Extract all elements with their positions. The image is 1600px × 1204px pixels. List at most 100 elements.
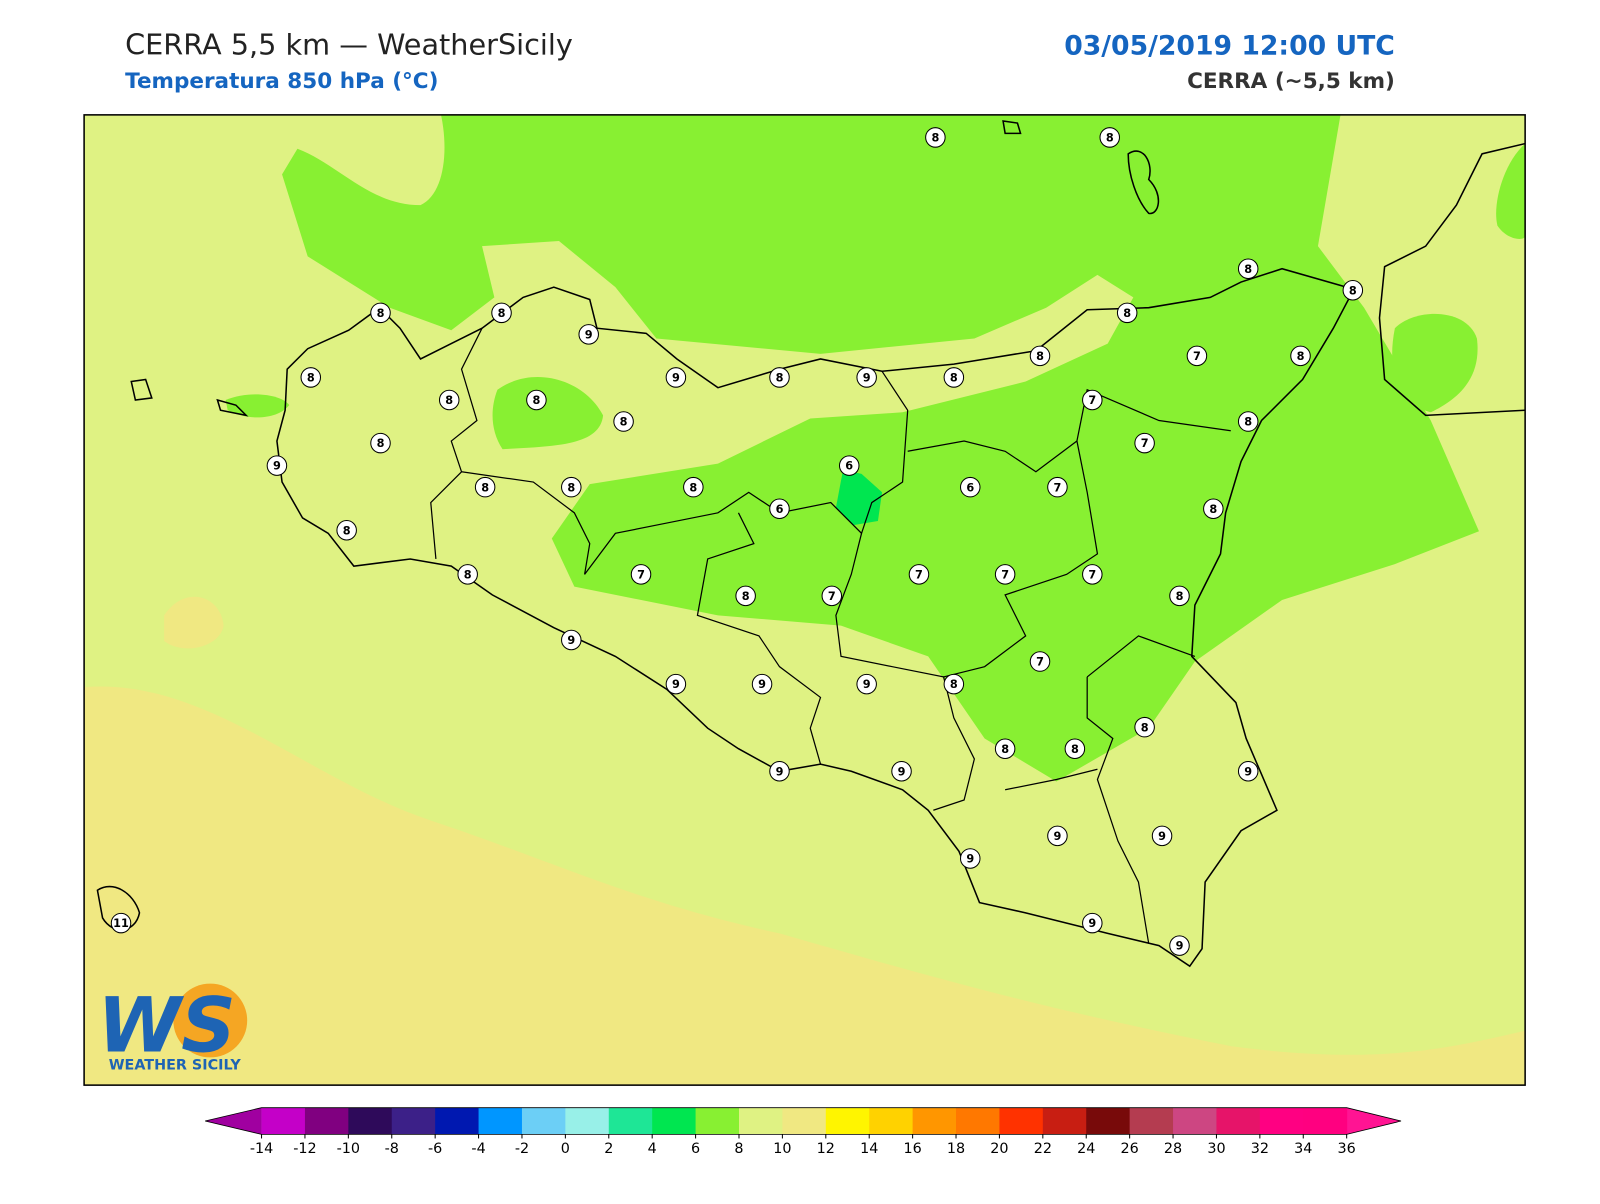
datetime: 03/05/2019 12:00 UTC [1064,30,1395,61]
colorbar-tick-label: 10 [773,1141,791,1157]
field-10-12 [84,686,1526,1086]
station-value: 9 [1176,940,1184,953]
station-marker [1082,912,1103,934]
station-marker [683,476,704,498]
station-value: 7 [637,568,645,581]
station-value: 9 [672,372,680,385]
station-marker [769,761,790,782]
station-value: 8 [1244,263,1252,276]
station-value: 8 [1036,350,1044,363]
station-marker [943,367,965,388]
colorbar-tick-label: 36 [1338,1141,1356,1157]
colorbar-tick-label: 8 [734,1141,743,1157]
logo-text: WEATHER SICILY [109,1058,242,1074]
colorbar-tick-label: 22 [1034,1141,1052,1157]
station-value: 11 [113,917,129,930]
colorbar-tick-label: 16 [903,1141,921,1157]
station-marker [1116,302,1138,324]
colorbar-bin [782,1107,827,1135]
station-marker [1099,127,1120,148]
coastline [96,120,1526,968]
title: CERRA 5,5 km — WeatherSicily [125,27,573,61]
colorbar-bin [1086,1107,1131,1135]
station-marker [994,738,1016,759]
station-value: 8 [445,394,453,407]
field-6-8 [492,377,604,450]
colorbar-tick-label: 2 [604,1141,613,1157]
colorbar-bin [391,1107,436,1135]
station-value: 8 [742,590,750,603]
station-marker [856,367,877,388]
station-value: 8 [1106,132,1114,145]
station-marker [457,564,478,585]
colorbar-tick-label: -12 [293,1141,316,1157]
station-value: 8 [307,372,315,385]
colorbar-bin [435,1107,480,1135]
station-marker [370,432,391,454]
colorbar-tick-label: 30 [1207,1141,1225,1157]
station-marker [1237,761,1259,782]
station-value: 9 [966,853,974,866]
station-value: 8 [1244,416,1252,429]
colorbar-bin [1042,1107,1087,1135]
station-marker [1082,389,1103,411]
station-marker [959,848,981,869]
station-marker [821,585,843,607]
station-marker [1203,498,1224,519]
station-marker [769,498,790,519]
station-value: 7 [1036,656,1044,669]
colorbar-bin [999,1107,1044,1135]
station-value: 8 [481,481,489,494]
station-value: 8 [1209,503,1217,516]
station-value: 8 [1141,721,1149,734]
station-marker [1029,345,1051,367]
colorbar-tick-label: -6 [428,1141,442,1157]
station-marker [1237,411,1259,432]
station-marker [526,389,547,411]
station-marker [613,411,634,432]
station-value: 7 [915,568,923,581]
station-value: 9 [863,372,871,385]
colorbar-extend-min [205,1107,262,1135]
colorbar-bin [956,1107,1000,1135]
station-value: 7 [1088,568,1096,581]
map: 8 8 8 8 9 8 8 8 8 9 8 9 8 8 8 8 8 7 8 7 8 7 8 9 8 8 8 6 6 6 7 8 8 8 7 8 7 7 7 7… [83,114,1526,1086]
colorbar-bin [478,1107,523,1135]
station-value: 8 [620,416,628,429]
station-marker [1047,476,1068,498]
station-value: 8 [532,394,540,407]
colorbar-bin [738,1107,783,1135]
province-borders [430,327,1231,944]
map-frame [83,114,1526,1086]
colorbar-tick-label: 18 [947,1141,965,1157]
colorbar-bin [521,1107,566,1135]
colorbar-tick-label: 20 [990,1141,1008,1157]
colorbar-tick-label: 12 [817,1141,835,1157]
station-value: 7 [828,590,836,603]
station-value: 7 [1054,481,1062,494]
station-value: 9 [863,678,871,691]
colorbar-bin [652,1107,697,1135]
colorbar-tick-label: 4 [648,1141,657,1157]
colorbar-bin [261,1107,306,1135]
colorbar-tick-label: 34 [1294,1141,1312,1157]
station-value: 9 [776,765,784,778]
station-marker [561,629,582,651]
station-marker [959,476,981,498]
station-marker [943,673,965,695]
colorbar-bin [825,1107,870,1135]
colorbar-bin [348,1107,393,1135]
field-6-8 [1392,313,1478,413]
station-marker [1151,825,1173,847]
colorbar-bin [1216,1107,1261,1135]
colorbar-bin [1129,1107,1174,1135]
station-marker [474,476,496,498]
station-marker [266,455,288,476]
station-marker [891,761,912,782]
station-marker [300,367,322,388]
station-marker [1342,279,1364,301]
station-value: 7 [1141,437,1149,450]
station-value: 9 [567,634,575,647]
field-4-6 [835,469,883,526]
